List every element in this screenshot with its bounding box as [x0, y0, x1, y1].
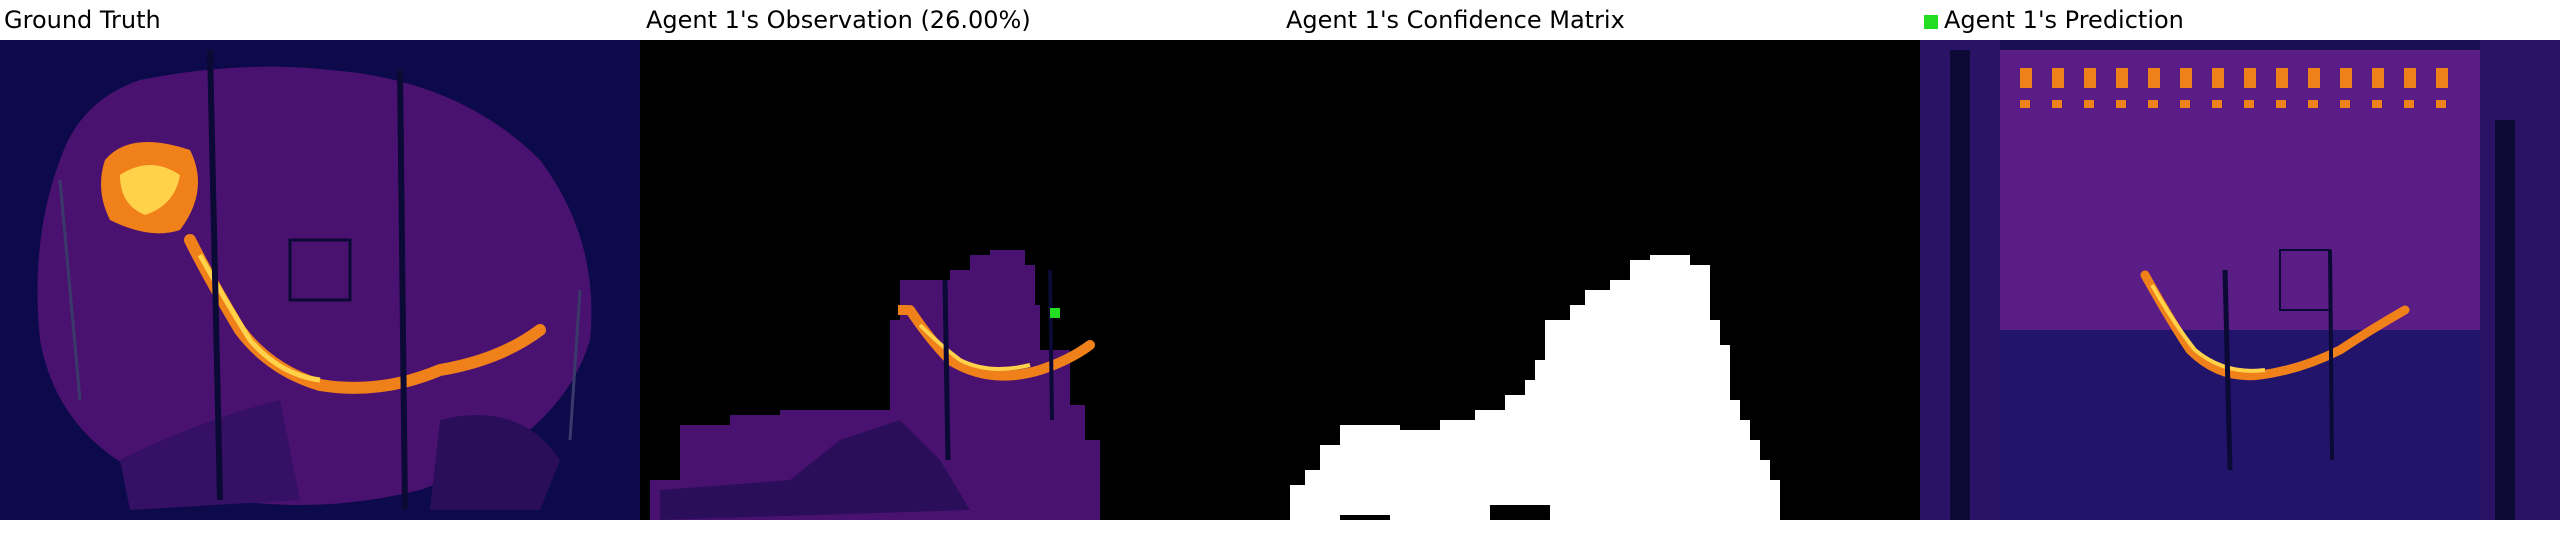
- title-confidence-matrix: Agent 1's Confidence Matrix: [1286, 6, 1625, 34]
- ground-truth-image: [0, 40, 640, 520]
- confidence-matrix-image: [1280, 40, 1920, 520]
- prediction-title-text: Agent 1's Prediction: [1944, 6, 2184, 34]
- green-square-icon: [1924, 15, 1938, 29]
- agent-marker-icon: [1050, 308, 1060, 318]
- title-ground-truth: Ground Truth: [4, 6, 161, 34]
- observation-image: [640, 40, 1280, 520]
- prediction-image: [1920, 40, 2560, 520]
- title-observation: Agent 1's Observation (26.00%): [646, 6, 1031, 34]
- title-prediction: Agent 1's Prediction: [1924, 2, 2184, 38]
